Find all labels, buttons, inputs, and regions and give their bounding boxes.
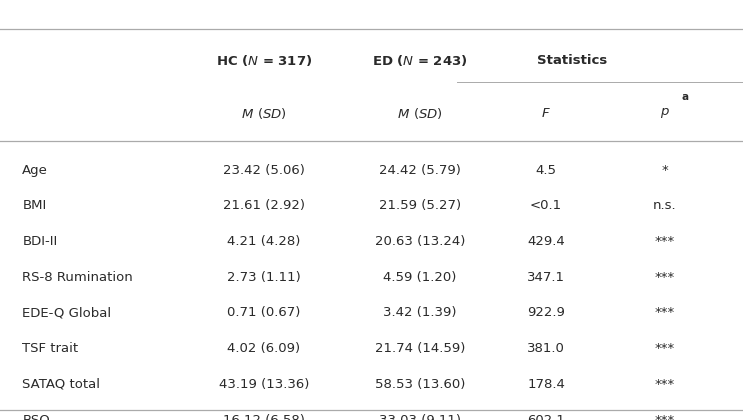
Text: 3.42 (1.39): 3.42 (1.39)	[383, 307, 456, 319]
Text: BMI: BMI	[22, 200, 47, 212]
Text: n.s.: n.s.	[653, 200, 677, 212]
Text: 922.9: 922.9	[528, 307, 565, 319]
Text: 347.1: 347.1	[527, 271, 565, 284]
Text: 58.53 (13.60): 58.53 (13.60)	[374, 378, 465, 391]
Text: ***: ***	[655, 271, 675, 284]
Text: SATAQ total: SATAQ total	[22, 378, 100, 391]
Text: Statistics: Statistics	[537, 55, 607, 67]
Text: 21.61 (2.92): 21.61 (2.92)	[223, 200, 305, 212]
Text: ***: ***	[655, 342, 675, 355]
Text: Age: Age	[22, 164, 48, 176]
Text: 602.1: 602.1	[528, 414, 565, 420]
Text: 0.71 (0.67): 0.71 (0.67)	[227, 307, 300, 319]
Text: 20.63 (13.24): 20.63 (13.24)	[374, 235, 465, 248]
Text: 4.59 (1.20): 4.59 (1.20)	[383, 271, 456, 284]
Text: 4.5: 4.5	[536, 164, 557, 176]
Text: $\mathit{p}$: $\mathit{p}$	[660, 106, 670, 121]
Text: BSQ: BSQ	[22, 414, 50, 420]
Text: 21.59 (5.27): 21.59 (5.27)	[379, 200, 461, 212]
Text: 16.12 (6.58): 16.12 (6.58)	[223, 414, 305, 420]
Text: EDE-Q Global: EDE-Q Global	[22, 307, 111, 319]
Text: 178.4: 178.4	[528, 378, 565, 391]
Text: 23.42 (5.06): 23.42 (5.06)	[223, 164, 305, 176]
Text: 4.21 (4.28): 4.21 (4.28)	[227, 235, 300, 248]
Text: HC ($\mathit{N}$ = 317): HC ($\mathit{N}$ = 317)	[215, 53, 312, 68]
Text: 33.03 (9.11): 33.03 (9.11)	[379, 414, 461, 420]
Text: *: *	[661, 164, 669, 176]
Text: <0.1: <0.1	[530, 200, 562, 212]
Text: 24.42 (5.79): 24.42 (5.79)	[379, 164, 461, 176]
Text: BDI-II: BDI-II	[22, 235, 57, 248]
Text: ED ($\mathit{N}$ = 243): ED ($\mathit{N}$ = 243)	[372, 53, 467, 68]
Text: 4.02 (6.09): 4.02 (6.09)	[227, 342, 300, 355]
Text: TSF trait: TSF trait	[22, 342, 79, 355]
Text: ***: ***	[655, 414, 675, 420]
Text: ***: ***	[655, 235, 675, 248]
Text: RS-8 Rumination: RS-8 Rumination	[22, 271, 133, 284]
Text: ***: ***	[655, 307, 675, 319]
Text: 21.74 (14.59): 21.74 (14.59)	[374, 342, 465, 355]
Text: $\mathit{M}$ $\mathit{(SD)}$: $\mathit{M}$ $\mathit{(SD)}$	[241, 106, 287, 121]
Text: $\mathit{M}$ $\mathit{(SD)}$: $\mathit{M}$ $\mathit{(SD)}$	[397, 106, 443, 121]
Text: 43.19 (13.36): 43.19 (13.36)	[218, 378, 309, 391]
Text: 2.73 (1.11): 2.73 (1.11)	[227, 271, 301, 284]
Text: 381.0: 381.0	[528, 342, 565, 355]
Text: a: a	[681, 92, 689, 102]
Text: ***: ***	[655, 378, 675, 391]
Text: 429.4: 429.4	[528, 235, 565, 248]
Text: $\mathit{F}$: $\mathit{F}$	[541, 107, 551, 120]
